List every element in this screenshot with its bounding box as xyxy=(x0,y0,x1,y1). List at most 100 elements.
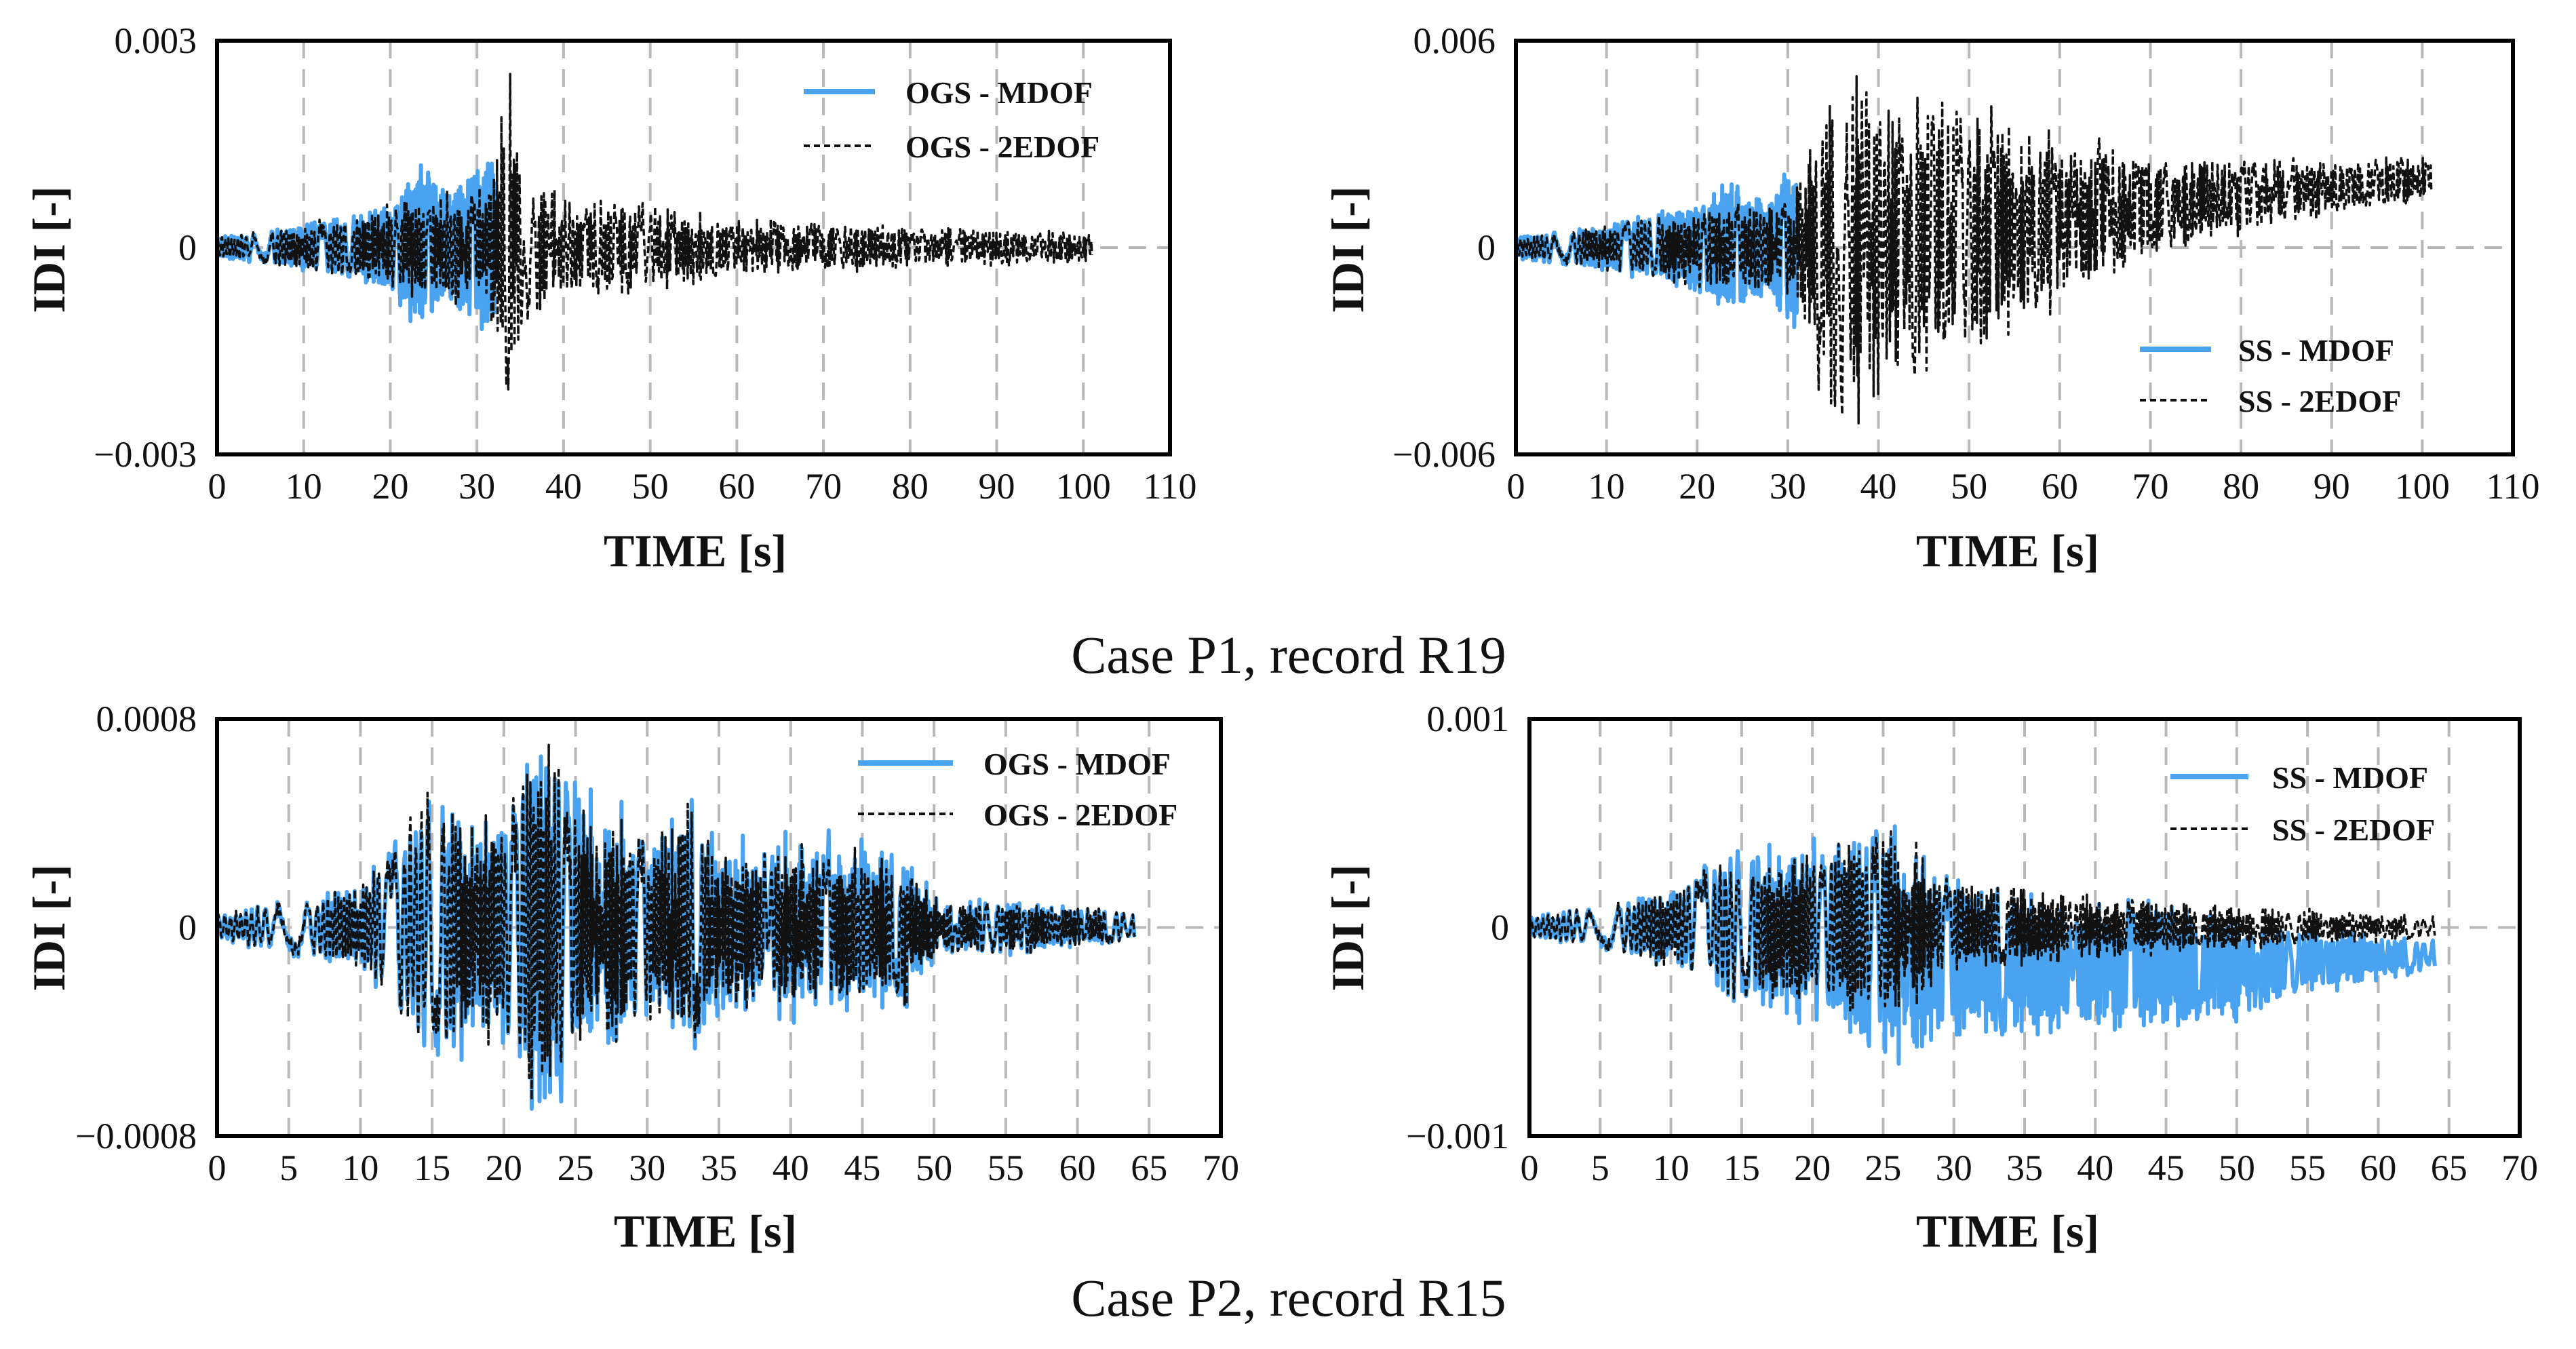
plot-frame xyxy=(1514,39,2515,456)
panel-p2-ogs: 0 5 10 15 20 25 30 35 40 45 50 55 60 65 70 −0.0008 0 0.00… xyxy=(23,699,1239,1257)
panel-p1-ogs: 0 10 20 30 40 50 60 70 80 90 100 110 −0.003 0 0.003 TI… xyxy=(23,20,1197,576)
plot-frame xyxy=(1527,717,2522,1138)
x-axis-title: TIME [s] xyxy=(1916,1205,2099,1257)
x-tick-label: 20 xyxy=(486,1148,522,1188)
x-tick-label: 5 xyxy=(1591,1148,1609,1188)
x-tick-label: 10 xyxy=(1588,466,1625,507)
x-tick-label: 90 xyxy=(979,466,1015,507)
x-tick-label: 110 xyxy=(2486,466,2540,507)
x-tick-label: 40 xyxy=(545,466,582,507)
x-tick-label: 55 xyxy=(988,1148,1024,1188)
x-tick-label: 25 xyxy=(1865,1148,1901,1188)
x-tick-label: 70 xyxy=(805,466,842,507)
legend-label-2edof: SS - 2EDOF xyxy=(2238,384,2401,418)
caption-top: Case P1, record R19 xyxy=(1071,625,1506,684)
series-line-2edof xyxy=(1515,75,2433,425)
x-tick-label: 0 xyxy=(1507,466,1525,507)
x-tick-label: 30 xyxy=(1770,466,1806,507)
x-tick-label: 0 xyxy=(1521,1148,1539,1188)
legend-label-2edof: OGS - 2EDOF xyxy=(905,130,1099,164)
x-tick-label: 30 xyxy=(458,466,495,507)
series-line-2edof xyxy=(216,73,1093,391)
x-tick-label: 45 xyxy=(2148,1148,2185,1188)
y-tick-label: 0.0008 xyxy=(96,699,197,739)
x-tick-label: 20 xyxy=(372,466,408,507)
y-tick-label: 0.001 xyxy=(1427,699,1510,739)
x-tick-label: 100 xyxy=(1056,466,1111,507)
x-tick-label: 55 xyxy=(2289,1148,2326,1188)
y-tick-label: −0.003 xyxy=(94,434,197,475)
x-tick-label: 20 xyxy=(1794,1148,1831,1188)
legend: OGS - MDOF OGS - 2EDOF xyxy=(804,75,1099,164)
x-tick-label: 70 xyxy=(2501,1148,2538,1188)
y-tick-label: −0.001 xyxy=(1406,1116,1509,1156)
legend-label-2edof: OGS - 2EDOF xyxy=(983,798,1177,832)
x-tick-label: 45 xyxy=(844,1148,880,1188)
y-tick-label: −0.006 xyxy=(1392,434,1496,475)
x-tick-label: 50 xyxy=(632,466,669,507)
legend-label-mdof: SS - MDOF xyxy=(2272,760,2428,795)
x-tick-label: 50 xyxy=(916,1148,952,1188)
x-tick-label: 30 xyxy=(629,1148,665,1188)
panel-p2-ss: 0 5 10 15 20 25 30 35 40 45 50 55 60 65 70 −0.001 0 0.001… xyxy=(1322,699,2538,1257)
x-tick-label: 40 xyxy=(773,1148,809,1188)
x-tick-label: 10 xyxy=(342,1148,378,1188)
legend: OGS - MDOF OGS - 2EDOF xyxy=(858,747,1177,832)
x-tick-label: 70 xyxy=(1203,1148,1239,1188)
series-line-2edof xyxy=(216,743,1136,1101)
x-tick-label: 70 xyxy=(2132,466,2168,507)
x-tick-label: 50 xyxy=(1951,466,1987,507)
y-tick-label: 0 xyxy=(178,227,197,268)
panel-p1-ss: 0 10 20 30 40 50 60 70 80 90 100 110 −0.006 0 0.006 TI… xyxy=(1322,20,2540,576)
x-tick-label: 0 xyxy=(208,466,227,507)
plot-frame xyxy=(215,39,1172,456)
legend-label-mdof: OGS - MDOF xyxy=(983,747,1171,781)
x-tick-label: 60 xyxy=(2042,466,2078,507)
y-axis-title: IDI [-] xyxy=(1322,187,1373,313)
x-tick-label: 80 xyxy=(2223,466,2259,507)
y-axis-title: IDI [-] xyxy=(1322,865,1373,992)
x-tick-label: 90 xyxy=(2314,466,2350,507)
x-axis-title: TIME [s] xyxy=(614,1205,797,1257)
y-tick-label: 0 xyxy=(1491,907,1509,948)
x-tick-label: 25 xyxy=(558,1148,594,1188)
x-tick-label: 60 xyxy=(1059,1148,1096,1188)
legend-label-mdof: OGS - MDOF xyxy=(905,75,1093,110)
x-tick-label: 80 xyxy=(892,466,929,507)
x-tick-label: 40 xyxy=(2077,1148,2113,1188)
x-tick-label: 50 xyxy=(2219,1148,2255,1188)
x-tick-label: 15 xyxy=(414,1148,450,1188)
x-tick-label: 20 xyxy=(1679,466,1715,507)
x-tick-label: 35 xyxy=(2006,1148,2043,1188)
x-tick-label: 100 xyxy=(2395,466,2450,507)
x-tick-label: 30 xyxy=(1936,1148,1972,1188)
legend: SS - MDOF SS - 2EDOF xyxy=(2170,760,2435,847)
x-tick-label: 65 xyxy=(1131,1148,1167,1188)
y-tick-label: 0.006 xyxy=(1413,20,1496,61)
legend-label-2edof: SS - 2EDOF xyxy=(2272,813,2435,847)
x-axis-title: TIME [s] xyxy=(604,525,787,576)
x-tick-label: 110 xyxy=(1144,466,1197,507)
x-tick-label: 10 xyxy=(1653,1148,1690,1188)
x-tick-label: 10 xyxy=(286,466,322,507)
legend: SS - MDOF SS - 2EDOF xyxy=(2140,333,2401,418)
series-line-2edof xyxy=(1528,830,2436,1012)
y-axis-title: IDI [-] xyxy=(23,865,75,992)
x-tick-label: 40 xyxy=(1860,466,1897,507)
x-tick-label: 60 xyxy=(2360,1148,2396,1188)
y-tick-label: 0 xyxy=(1477,227,1496,268)
x-tick-label: 5 xyxy=(279,1148,298,1188)
x-axis-title: TIME [s] xyxy=(1916,525,2099,576)
legend-label-mdof: SS - MDOF xyxy=(2238,333,2394,368)
y-axis-title: IDI [-] xyxy=(23,187,75,313)
y-tick-label: 0 xyxy=(178,907,197,948)
plot-frame xyxy=(215,717,1223,1138)
x-tick-label: 35 xyxy=(701,1148,737,1188)
y-tick-label: 0.003 xyxy=(115,20,197,61)
x-tick-label: 0 xyxy=(208,1148,227,1188)
x-tick-label: 60 xyxy=(718,466,755,507)
x-tick-label: 15 xyxy=(1723,1148,1760,1188)
y-tick-label: −0.0008 xyxy=(75,1116,197,1156)
caption-bottom: Case P2, record R15 xyxy=(1071,1268,1506,1327)
